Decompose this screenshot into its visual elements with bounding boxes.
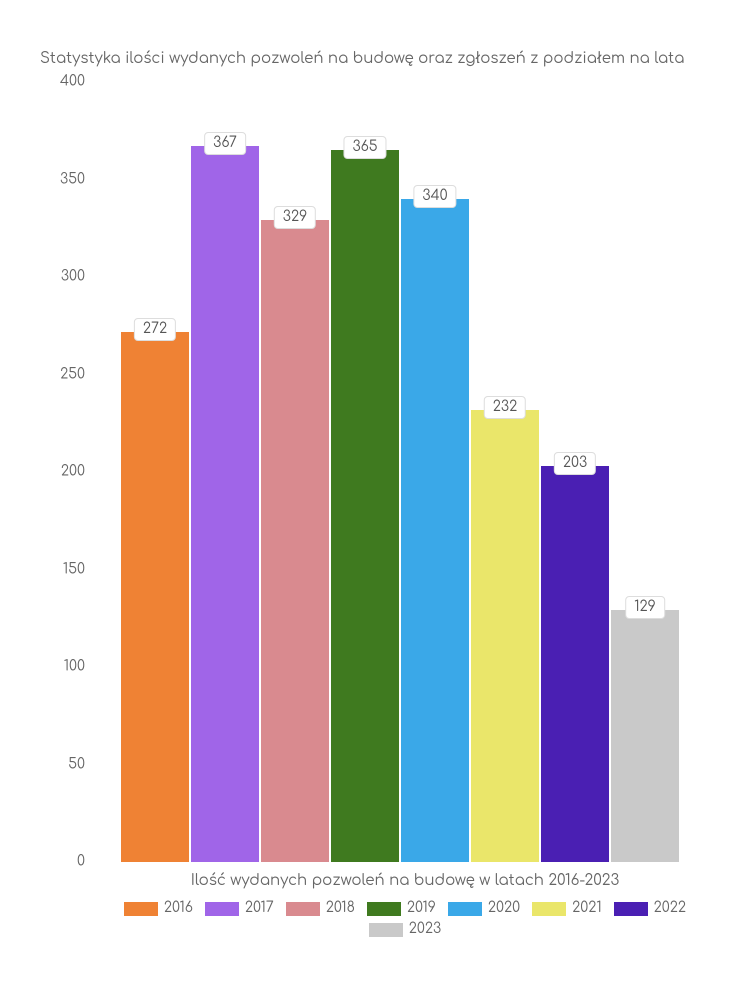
y-tick: 250 (40, 367, 85, 382)
y-tick: 400 (40, 75, 85, 90)
bar-2020: 340 (401, 199, 469, 862)
x-axis-title: Ilość wydanych pozwoleń na budowę w lata… (90, 872, 720, 889)
y-tick: 300 (40, 270, 85, 285)
y-tick: 200 (40, 465, 85, 480)
legend-item-2022: 2022 (614, 901, 686, 916)
bar-2017: 367 (191, 146, 259, 862)
legend: 2016 2017 2018 2019 2020 2021 2022 2023 (90, 901, 720, 937)
legend-item-2021: 2021 (532, 901, 602, 916)
legend-item-2020: 2020 (448, 901, 520, 916)
legend-item-2023: 2023 (369, 922, 441, 937)
bar-value-label: 272 (134, 318, 176, 341)
legend-item-2018: 2018 (286, 901, 355, 916)
bar-value-label: 365 (343, 136, 386, 159)
bar-2023: 129 (611, 610, 679, 862)
legend-label: 2022 (654, 901, 686, 916)
legend-swatch (124, 902, 158, 916)
legend-label: 2018 (326, 901, 355, 916)
legend-swatch (205, 902, 239, 916)
chart-title: Statystyka ilości wydanych pozwoleń na b… (40, 50, 720, 67)
legend-swatch (286, 902, 320, 916)
y-tick: 0 (40, 855, 85, 870)
legend-label: 2021 (572, 901, 602, 916)
legend-swatch (448, 902, 482, 916)
legend-label: 2016 (164, 901, 193, 916)
bar-value-label: 203 (554, 452, 596, 475)
y-tick: 100 (40, 660, 85, 675)
y-axis: 050100150200250300350400 (40, 82, 85, 862)
legend-item-2016: 2016 (124, 901, 193, 916)
bar-chart: Statystyka ilości wydanych pozwoleń na b… (40, 50, 720, 937)
legend-item-2019: 2019 (367, 901, 436, 916)
legend-label: 2020 (488, 901, 520, 916)
legend-label: 2019 (407, 901, 436, 916)
legend-swatch (367, 902, 401, 916)
legend-label: 2017 (245, 901, 274, 916)
legend-swatch (532, 902, 566, 916)
bar-2021: 232 (471, 410, 539, 862)
bar-2019: 365 (331, 150, 399, 862)
y-tick: 350 (40, 172, 85, 187)
y-tick: 150 (40, 562, 85, 577)
bar-2016: 272 (121, 332, 189, 862)
y-tick: 50 (40, 757, 85, 772)
legend-label: 2023 (409, 922, 441, 937)
plot-area: 050100150200250300350400 272367329365340… (90, 82, 710, 862)
bar-2022: 203 (541, 466, 609, 862)
bar-2018: 329 (261, 220, 329, 862)
legend-swatch (369, 923, 403, 937)
legend-swatch (614, 902, 648, 916)
bar-value-label: 340 (413, 185, 456, 208)
bar-value-label: 329 (274, 206, 316, 229)
bar-value-label: 129 (625, 596, 665, 619)
bar-value-label: 367 (204, 132, 246, 155)
bars-container: 272367329365340232203129 (90, 82, 710, 862)
bar-value-label: 232 (484, 396, 526, 419)
legend-item-2017: 2017 (205, 901, 274, 916)
